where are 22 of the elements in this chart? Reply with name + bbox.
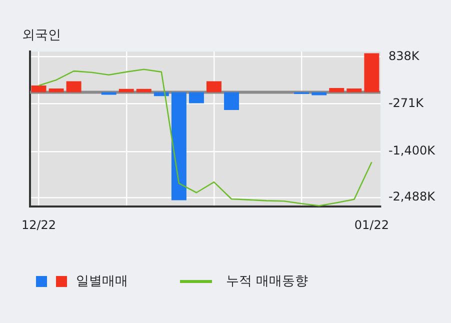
legend-label: 일별매매 [76, 273, 128, 290]
bar [346, 88, 362, 92]
bar [31, 85, 46, 92]
bar [188, 92, 204, 104]
y-tick-label: -1,400K [388, 144, 436, 158]
bar [171, 92, 186, 200]
bar [364, 53, 380, 92]
bar [101, 92, 116, 95]
bar [48, 88, 64, 92]
y-tick-label: -2,488K [388, 190, 436, 204]
bar [118, 88, 134, 92]
x-tick-label: 12/22 [21, 218, 56, 232]
bar [66, 81, 82, 92]
x-tick-label: 01/22 [354, 218, 389, 232]
chart-title: 외국인 [22, 28, 61, 44]
y-tick-label: -271K [388, 96, 425, 110]
legend-label: 누적 매매동향 [226, 273, 308, 290]
bar [329, 88, 344, 92]
bar [136, 88, 152, 92]
bar [224, 92, 239, 110]
bar [206, 81, 222, 92]
y-tick-label: 838K [388, 48, 420, 63]
